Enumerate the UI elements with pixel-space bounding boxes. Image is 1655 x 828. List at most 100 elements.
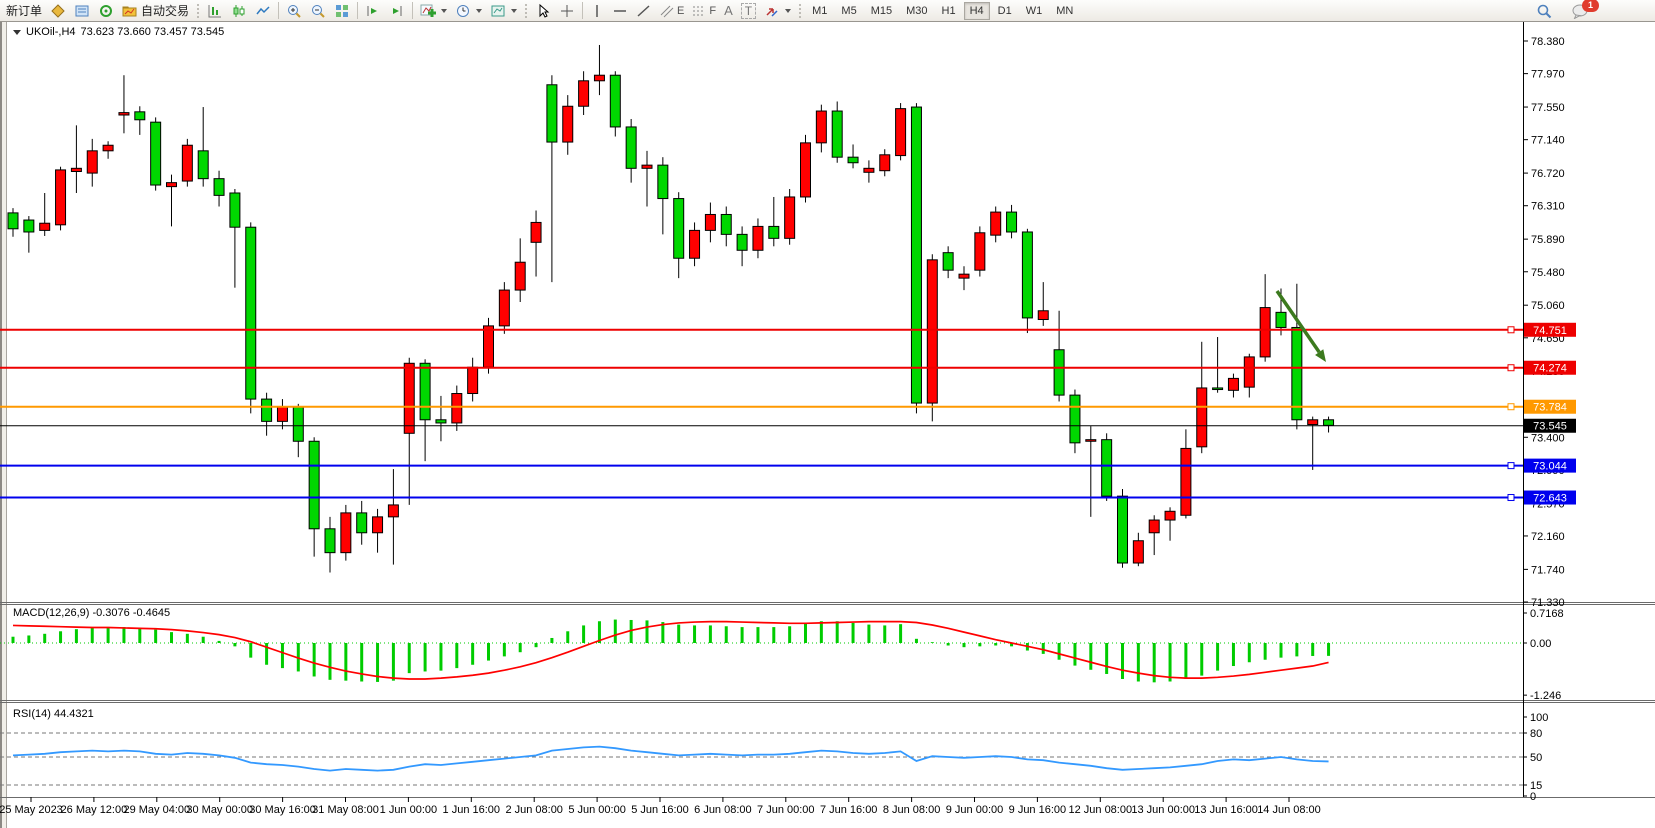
svg-text:9 Jun 16:00: 9 Jun 16:00: [1009, 804, 1067, 816]
timeframe-group: M1 M5 M15 M30 H1 H4 D1 W1 MN: [805, 1, 1080, 20]
timeframe-M1[interactable]: M1: [806, 2, 833, 20]
timeframe-H4[interactable]: H4: [963, 2, 990, 20]
autotrading-icon: [122, 6, 137, 16]
indicators-button[interactable]: [416, 1, 451, 21]
svg-text:74.751: 74.751: [1533, 325, 1567, 337]
tile-windows-button[interactable]: [330, 1, 354, 21]
indicators-dropdown-icon: [441, 8, 448, 13]
svg-text:1 Jun 00:00: 1 Jun 00:00: [380, 804, 438, 816]
svg-text:5 Jun 00:00: 5 Jun 00:00: [568, 804, 626, 816]
line-chart-button[interactable]: [251, 1, 275, 21]
crosshair-icon: [561, 4, 574, 17]
svg-text:80: 80: [1530, 728, 1542, 740]
navigator-button[interactable]: [94, 1, 118, 21]
chart-shift-button[interactable]: [385, 1, 409, 21]
timeframe-MN[interactable]: MN: [1050, 2, 1079, 20]
navigator-icon: [100, 4, 113, 17]
arrows-tool-button[interactable]: [760, 1, 795, 21]
trendline-icon: [637, 4, 650, 17]
zoom-in-button[interactable]: [282, 1, 306, 21]
svg-text:26 May 12:00: 26 May 12:00: [61, 804, 128, 816]
search-button[interactable]: [1532, 1, 1557, 21]
cursor-icon: [539, 3, 550, 18]
svg-text:29 May 04:00: 29 May 04:00: [123, 804, 190, 816]
timeframe-D1[interactable]: D1: [992, 2, 1018, 20]
autotrading-label: 自动交易: [141, 4, 190, 18]
timeframe-M5[interactable]: M5: [835, 2, 862, 20]
window-left-border: [0, 22, 7, 828]
templates-button[interactable]: [486, 1, 521, 21]
clock-icon: [457, 4, 470, 17]
text-tool-button[interactable]: A: [720, 1, 737, 21]
symbol-name: UKOil-,H4: [26, 26, 76, 38]
svg-text:0.7168: 0.7168: [1530, 608, 1564, 620]
timeframe-M15[interactable]: M15: [865, 2, 898, 20]
toolbar-separator: [412, 2, 414, 19]
horizontal-line-icon: [614, 9, 627, 12]
bar-chart-icon: [208, 4, 222, 17]
one-click-expand-icon[interactable]: [13, 29, 21, 35]
zoom-out-button[interactable]: [306, 1, 330, 21]
svg-text:72.643: 72.643: [1533, 493, 1567, 505]
auto-scroll-button[interactable]: [361, 1, 385, 21]
timeframe-H1[interactable]: H1: [936, 2, 962, 20]
notification-badge: 1: [1582, 0, 1599, 12]
svg-text:50: 50: [1530, 752, 1542, 764]
trendline-button[interactable]: [632, 1, 656, 21]
macd-indicator-label: MACD(12,26,9) -0.3076 -0.4645: [13, 607, 171, 619]
arrow-annotation: [1275, 290, 1326, 362]
svg-text:7 Jun 00:00: 7 Jun 00:00: [757, 804, 815, 816]
fibonacci-button[interactable]: F: [688, 1, 720, 21]
new-order-button[interactable]: 新订单: [2, 1, 46, 21]
svg-text:76.720: 76.720: [1531, 168, 1565, 180]
market-watch-button[interactable]: [46, 1, 70, 21]
autotrading-button[interactable]: 自动交易: [118, 1, 193, 21]
indicators-icon: [420, 4, 437, 17]
price-chart-canvas[interactable]: 78.380 77.970 77.550 77.140 76.720 76.310 75.8…: [0, 22, 1655, 828]
toolbar-separator: [357, 2, 359, 19]
toolbar-grip: [798, 2, 803, 19]
rsi-indicator-label: RSI(14) 44.4321: [13, 708, 94, 720]
symbol-header: UKOil-,H4 73.623 73.660 73.457 73.545: [13, 26, 224, 38]
notifications-button[interactable]: 1: [1567, 0, 1599, 21]
symbol-ohlc: 73.623 73.660 73.457 73.545: [80, 26, 225, 38]
svg-text:31 May 08:00: 31 May 08:00: [312, 804, 379, 816]
svg-text:12 Jun 08:00: 12 Jun 08:00: [1068, 804, 1132, 816]
toolbar-separator: [278, 2, 280, 19]
channel-button[interactable]: E: [656, 1, 688, 21]
svg-text:9 Jun 00:00: 9 Jun 00:00: [946, 804, 1004, 816]
channel-label: E: [677, 4, 685, 17]
toolbar-grip: [196, 2, 201, 19]
svg-text:13 Jun 16:00: 13 Jun 16:00: [1194, 804, 1258, 816]
data-window-button[interactable]: [70, 1, 94, 21]
vertical-line-button[interactable]: [586, 1, 608, 21]
auto-scroll-icon: [367, 5, 378, 16]
svg-text:78.380: 78.380: [1531, 36, 1565, 48]
periods-button[interactable]: [451, 1, 486, 21]
data-window-icon: [75, 5, 89, 16]
svg-text:5 Jun 16:00: 5 Jun 16:00: [631, 804, 689, 816]
horizontal-line-button[interactable]: [608, 1, 632, 21]
cursor-button[interactable]: [531, 1, 555, 21]
svg-text:73.044: 73.044: [1533, 461, 1567, 473]
candles: [7, 44, 1335, 573]
svg-text:13 Jun 00:00: 13 Jun 00:00: [1131, 804, 1195, 816]
timeframe-M30[interactable]: M30: [900, 2, 933, 20]
crosshair-button[interactable]: [555, 1, 579, 21]
periods-dropdown-icon: [476, 8, 483, 13]
chart-area: 78.380 77.970 77.550 77.140 76.720 76.310 75.8…: [0, 22, 1655, 828]
channel-icon: [660, 5, 674, 17]
candlestick-chart-button[interactable]: [227, 1, 251, 21]
templates-dropdown-icon: [511, 8, 518, 13]
svg-text:0: 0: [1530, 791, 1536, 803]
rsi-pane: 100 80 50 150: [0, 712, 1548, 803]
timeframe-W1[interactable]: W1: [1020, 2, 1049, 20]
bar-chart-button[interactable]: [203, 1, 227, 21]
svg-text:2 Jun 08:00: 2 Jun 08:00: [505, 804, 563, 816]
label-tool-button[interactable]: T: [737, 1, 760, 21]
toolbar: 新订单 自动交易: [0, 0, 1655, 22]
toolbar-grip: [524, 2, 529, 19]
arrows-dropdown-icon: [785, 8, 792, 13]
